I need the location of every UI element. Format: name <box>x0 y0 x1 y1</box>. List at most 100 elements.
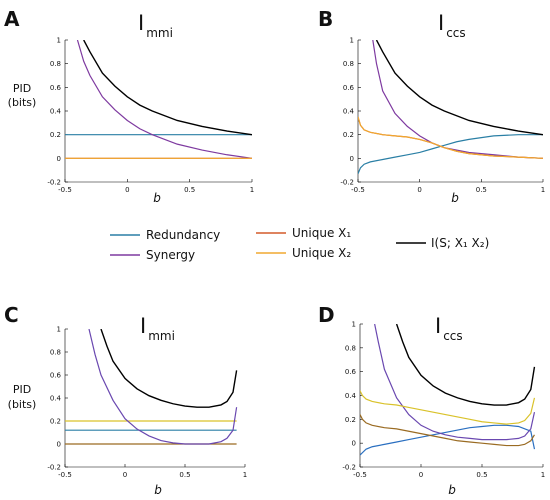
x-axis-label: b <box>153 191 161 205</box>
y-tick-label: -0.2 <box>340 179 354 187</box>
y-tick-label: 0.4 <box>50 108 62 116</box>
series-line-redundancy <box>360 424 536 456</box>
x-tick-label: 1 <box>243 471 247 479</box>
y-tick-label: 0.6 <box>343 84 355 92</box>
y-tick-label: 0.2 <box>343 131 354 139</box>
series-line-i-s-x-x <box>100 329 238 408</box>
panel-title-main: I <box>140 314 146 338</box>
legend-item: I(S; X₁ X₂) <box>396 236 489 250</box>
y-tick-label: 0.8 <box>50 60 61 68</box>
panel-letter: A <box>4 7 20 31</box>
y-tick-label: 0.8 <box>50 349 61 357</box>
y-tick-label: -0.2 <box>47 464 61 472</box>
legend-label: Unique X₂ <box>292 246 351 260</box>
y-tick-label: 1 <box>352 321 356 329</box>
panel-title-main: I <box>435 314 441 338</box>
legend-label: Redundancy <box>146 228 220 242</box>
y-axis-label: PID <box>13 383 31 396</box>
y-tick-label: -0.2 <box>342 464 356 472</box>
x-tick-label: 1 <box>541 471 545 479</box>
y-tick-label: 0 <box>352 440 356 448</box>
legend-label: I(S; X₁ X₂) <box>431 236 489 250</box>
y-tick-label: 0.2 <box>50 418 61 426</box>
x-axis-label: b <box>154 483 162 497</box>
legend-item: Synergy <box>110 248 195 262</box>
series-line-unique-x <box>358 116 543 159</box>
x-tick-label: 1 <box>250 186 254 194</box>
x-tick-label: 1 <box>541 186 545 194</box>
series-line-i-s-x-x <box>395 324 536 406</box>
y-tick-label: 1 <box>57 326 61 334</box>
series-line-synergy <box>88 329 238 445</box>
series-group <box>358 40 543 174</box>
panel-title-main: I <box>138 11 144 35</box>
series-line-i-s-x-x <box>375 40 543 136</box>
y-tick-label: 0.4 <box>343 108 355 116</box>
x-tick-label: 0.5 <box>184 186 195 194</box>
y-axis-label: (bits) <box>8 96 37 109</box>
y-tick-label: 0.2 <box>50 131 61 139</box>
panel-letter: B <box>318 7 333 31</box>
y-tick-label: 0.6 <box>50 84 62 92</box>
series-line-unique-x <box>358 116 543 159</box>
y-tick-label: 1 <box>350 37 354 45</box>
x-tick-label: -0.5 <box>58 186 72 194</box>
x-tick-label: 0.5 <box>179 471 190 479</box>
series-group <box>65 329 238 445</box>
legend-item: Redundancy <box>110 228 220 242</box>
series-line-redundancy <box>358 134 543 174</box>
y-tick-label: 0 <box>350 155 354 163</box>
x-tick-label: -0.5 <box>351 186 365 194</box>
panel-title-sub: mmi <box>148 329 175 343</box>
x-tick-label: -0.5 <box>353 471 367 479</box>
panel-title-sub: ccs <box>443 329 462 343</box>
legend-item: Unique X₂ <box>256 246 351 260</box>
y-tick-label: 1 <box>57 37 61 45</box>
x-tick-label: 0 <box>419 471 423 479</box>
legend: Redundancy Synergy Unique X₁ Unique X₂ I(S; … <box>110 226 489 262</box>
y-tick-label: 0.2 <box>345 416 356 424</box>
legend-item: Unique X₁ <box>256 226 351 240</box>
x-tick-label: 0 <box>417 186 421 194</box>
x-axis-label: b <box>448 483 456 497</box>
series-line-i-s-x-x <box>83 40 252 136</box>
x-tick-label: -0.5 <box>58 471 72 479</box>
panel-letter: C <box>4 303 19 327</box>
y-axis-label: (bits) <box>8 398 37 411</box>
series-group <box>65 40 252 159</box>
y-tick-label: 0.6 <box>50 372 62 380</box>
y-tick-label: -0.2 <box>47 179 61 187</box>
x-tick-label: 0 <box>123 471 127 479</box>
series-line-unique-x <box>360 414 535 447</box>
series-line-unique-x <box>360 390 536 425</box>
panel-letter: D <box>318 303 335 327</box>
panel-title-sub: ccs <box>446 26 465 40</box>
legend-label: Synergy <box>146 248 195 262</box>
y-tick-label: 0.6 <box>345 368 357 376</box>
y-axis-label: PID <box>13 82 31 95</box>
y-tick-label: 0.4 <box>345 392 357 400</box>
series-group <box>360 324 536 456</box>
x-tick-label: 0.5 <box>476 471 487 479</box>
series-line-synergy <box>76 40 252 159</box>
x-tick-label: 0.5 <box>476 186 487 194</box>
y-tick-label: 0 <box>57 441 61 449</box>
series-line-synergy <box>374 324 536 441</box>
panel-title-main: I <box>438 11 444 35</box>
y-tick-label: 0.8 <box>345 344 356 352</box>
series-line-synergy <box>372 40 543 159</box>
x-axis-label: b <box>451 191 459 205</box>
y-tick-label: 0 <box>57 155 61 163</box>
x-tick-label: 0 <box>125 186 129 194</box>
legend-label: Unique X₁ <box>292 226 351 240</box>
y-tick-label: 0.4 <box>50 395 62 403</box>
panel-title-sub: mmi <box>146 26 173 40</box>
